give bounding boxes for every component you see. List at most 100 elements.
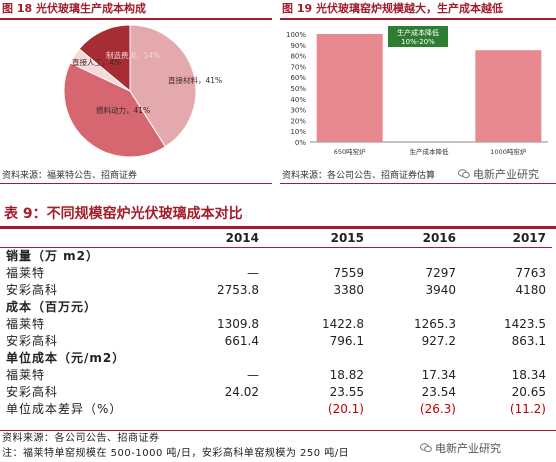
bar <box>316 34 383 142</box>
table-source: 资料来源：各公司公告、招商证券 <box>2 433 160 444</box>
x-tick-label: 1000吨窑炉 <box>490 147 527 156</box>
x-tick-label: 650吨窑炉 <box>334 147 366 156</box>
row-label: 成本（百万元） <box>6 300 98 314</box>
watermark-top: 电新产业研究 <box>458 166 539 182</box>
table-section-row: 销量（万 m2） <box>0 248 552 266</box>
annotation-line1: 生产成本降低 <box>397 28 439 37</box>
row-label: 安彩高科 <box>6 385 59 399</box>
pie-slice-label: 直接材料，41% <box>168 75 222 85</box>
table-cell: 18.34 <box>511 368 546 382</box>
header-year: 2015 <box>265 229 370 248</box>
table-9-title: 表 9：不同规模窑炉光伏玻璃成本对比 <box>4 206 243 222</box>
table-cell <box>150 248 265 266</box>
table-cell <box>370 299 462 316</box>
pie-slice-label: 燃料动力，41% <box>96 105 150 115</box>
table-cell <box>462 299 552 316</box>
table-cell: (26.3) <box>419 402 456 416</box>
row-label: 单位成本（元/m2） <box>6 351 126 365</box>
x-tick-label: 生产成本降低 <box>410 147 450 156</box>
header-year: 2014 <box>150 229 265 248</box>
table-cell: 927.2 <box>421 334 456 348</box>
table-cell: 863.1 <box>511 334 546 348</box>
table-bottom-rule <box>0 430 556 431</box>
row-label: 销量（万 m2） <box>6 249 100 263</box>
y-tick-label: 50% <box>290 85 306 93</box>
figure-18-panel: 图 18 光伏玻璃生产成本构成 直接材料，41% 燃料动力，41% 直接人工，4% 制… <box>0 0 272 190</box>
table-cell: 3940 <box>425 283 456 297</box>
table-cell <box>150 401 265 418</box>
figure-19-bottom-rule <box>280 183 556 184</box>
table-cell <box>265 350 370 367</box>
wechat-icon <box>420 443 432 453</box>
table-row: 安彩高科 661.4 796.1 927.2 863.1 <box>0 333 552 350</box>
y-tick-label: 30% <box>290 107 306 115</box>
y-tick-label: 70% <box>290 63 306 71</box>
header-label <box>0 229 150 248</box>
annotation-line2: 10%-20% <box>401 38 435 46</box>
table-cell <box>370 350 462 367</box>
pie-slice <box>63 62 167 158</box>
table-cell <box>265 248 370 266</box>
table-cell: 661.4 <box>224 334 259 348</box>
kiln-cost-comparison-table: 2014 2015 2016 2017 销量（万 m2） 福莱特 — 7559 7297… <box>0 229 552 418</box>
row-label: 福莱特 <box>6 368 46 382</box>
annotation-box <box>388 26 448 47</box>
table-section-row: 成本（百万元） <box>0 299 552 316</box>
header-year: 2017 <box>462 229 552 248</box>
table-cell <box>150 350 265 367</box>
figure-18-source: 资料来源：福莱特公告、招商证券 <box>2 171 138 181</box>
pie-slice-label: 直接人工，4% <box>72 57 121 67</box>
y-tick-label: 100% <box>286 31 306 39</box>
table-cell: 4180 <box>515 283 546 297</box>
row-label: 福莱特 <box>6 317 46 331</box>
y-tick-label: 80% <box>290 53 306 61</box>
wechat-icon <box>458 169 470 179</box>
table-row: 福莱特 — 7559 7297 7763 <box>0 265 552 282</box>
table-cell: — <box>247 368 259 382</box>
y-tick-label: 90% <box>290 42 306 50</box>
figure-19-source: 资料来源：各公司公告、招商证券估算 <box>282 171 436 181</box>
table-row: 福莱特 — 18.82 17.34 18.34 <box>0 367 552 384</box>
header-year: 2016 <box>370 229 462 248</box>
watermark-text: 电新产业研究 <box>473 168 539 181</box>
y-tick-label: 40% <box>290 96 306 104</box>
table-cell: (11.2) <box>509 402 546 416</box>
table-cell: — <box>247 266 259 280</box>
figure-18-bottom-rule <box>0 183 272 184</box>
kiln-cost-bar-chart: 0% 10% 20% 30% 40% 50% 60% 70% 80% 90% 100% 650吨窑炉 生… <box>286 26 548 156</box>
table-cell <box>265 299 370 316</box>
watermark-bottom: 电新产业研究 <box>420 440 501 456</box>
table-cell: 23.54 <box>421 385 456 399</box>
table-cell: 23.55 <box>329 385 364 399</box>
bar <box>475 50 542 143</box>
cost-structure-pie-chart: 直接材料，41% 燃料动力，41% 直接人工，4%制造费用，14% <box>63 24 222 158</box>
table-cell: 1422.8 <box>322 317 364 331</box>
table-cell: 7297 <box>425 266 456 280</box>
table-cell: 3380 <box>333 283 364 297</box>
y-tick-label: 60% <box>290 74 306 82</box>
table-row: 单位成本差异（%） (20.1) (26.3) (11.2) <box>0 401 552 418</box>
row-label: 福莱特 <box>6 266 46 280</box>
table-cell <box>462 350 552 367</box>
table-cell <box>462 248 552 266</box>
table-cell <box>370 248 462 266</box>
table-row: 安彩高科 2753.8 3380 3940 4180 <box>0 282 552 299</box>
table-cell <box>150 299 265 316</box>
y-tick-label: 20% <box>290 117 306 125</box>
y-tick-label: 0% <box>295 139 306 147</box>
figure-18-title: 图 18 光伏玻璃生产成本构成 <box>0 0 272 20</box>
table-cell: 20.65 <box>511 385 546 399</box>
table-row: 福莱特 1309.8 1422.8 1265.3 1423.5 <box>0 316 552 333</box>
table-footnote: 注：福莱特单窑规模在 500-1000 吨/日，安彩高科单窑规模为 250 吨/… <box>2 448 350 459</box>
table-cell: 24.02 <box>224 385 259 399</box>
table-cell: 7763 <box>515 266 546 280</box>
row-label: 安彩高科 <box>6 334 59 348</box>
table-header-row: 2014 2015 2016 2017 <box>0 229 552 248</box>
table-notes: 资料来源：各公司公告、招商证券 注：福莱特单窑规模在 500-1000 吨/日，… <box>2 431 349 461</box>
table-top-rule <box>0 226 556 229</box>
y-tick-label: 10% <box>290 128 306 136</box>
table-cell: 18.82 <box>329 368 364 382</box>
table-cell: 7559 <box>333 266 364 280</box>
row-label: 安彩高科 <box>6 283 59 297</box>
pie-slice <box>78 24 131 93</box>
